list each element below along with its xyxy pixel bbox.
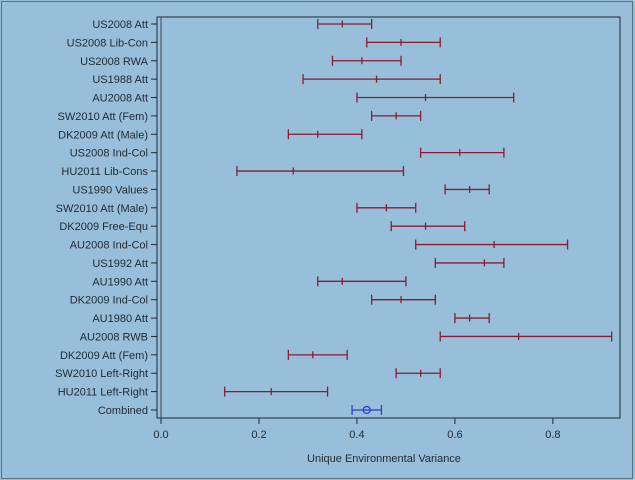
forest-row: DK2009 Free-Equ — [59, 221, 466, 233]
y-tick-label: DK2009 Ind-Col — [70, 295, 148, 307]
x-tick-label: 0.4 — [349, 429, 364, 441]
forest-row: US1988 Att — [92, 74, 441, 86]
forest-row: US2008 RWA — [80, 55, 402, 68]
forest-row: AU1990 Att — [92, 276, 407, 288]
y-tick-label: US1990 Values — [72, 184, 148, 196]
forest-row: AU2008 RWB — [80, 331, 613, 343]
forest-row: AU2008 Ind-Col — [70, 239, 569, 252]
forest-row: Combined — [98, 404, 383, 417]
forest-row: US1990 Values — [72, 184, 490, 196]
plot-area — [156, 16, 621, 419]
forest-row: HU2011 Lib-Cons — [61, 166, 405, 178]
forest-row: US2008 Lib-Con — [67, 37, 441, 49]
y-tick-label: US1988 Att — [92, 74, 148, 86]
forest-row: SW2010 Att (Male) — [56, 202, 417, 215]
forest-row: SW2010 Att (Fem) — [58, 110, 422, 123]
forest-row: AU1980 Att — [92, 313, 490, 325]
y-tick-label: HU2011 Left-Right — [58, 387, 148, 399]
forest-row: DK2009 Att (Male) — [58, 129, 363, 141]
x-tick-label: 0.8 — [545, 429, 560, 441]
y-tick-label: US1992 Att — [92, 258, 148, 270]
y-tick-label: Combined — [98, 405, 148, 417]
y-tick-label: DK2009 Free-Equ — [59, 221, 148, 233]
forest-row: SW2010 Left-Right — [55, 368, 441, 380]
y-tick-label: US2008 Lib-Con — [67, 37, 148, 49]
y-tick-label: AU2008 Ind-Col — [70, 240, 148, 252]
x-tick-label: 0.0 — [153, 429, 168, 441]
y-tick-label: AU1980 Att — [92, 313, 148, 325]
y-tick-label: DK2009 Att (Male) — [58, 129, 148, 141]
y-tick-label: US2008 Ind-Col — [70, 148, 148, 160]
forest-row: US2008 Att — [92, 19, 373, 31]
forest-row: US1992 Att — [92, 257, 505, 270]
forest-row: US2008 Ind-Col — [70, 147, 505, 160]
forest-row: HU2011 Left-Right — [58, 386, 329, 399]
y-tick-label: SW2010 Att (Male) — [56, 203, 148, 215]
forest-row: DK2009 Ind-Col — [70, 294, 436, 307]
y-tick-label: US2008 RWA — [80, 56, 149, 68]
y-tick-label: AU2008 RWB — [80, 331, 148, 343]
y-tick-label: AU2008 Att — [92, 93, 148, 105]
forest-row: DK2009 Att (Fem) — [60, 349, 348, 362]
x-axis-label: Unique Environmental Variance — [307, 453, 461, 465]
y-tick-label: SW2010 Att (Fem) — [58, 111, 148, 123]
x-tick-label: 0.6 — [447, 429, 462, 441]
forest-row: AU2008 Att — [92, 92, 515, 105]
x-tick-label: 0.2 — [251, 429, 266, 441]
y-tick-label: US2008 Att — [92, 19, 148, 31]
y-tick-label: HU2011 Lib-Cons — [61, 166, 148, 178]
y-tick-label: AU1990 Att — [92, 276, 148, 288]
y-tick-label: SW2010 Left-Right — [55, 368, 148, 380]
y-tick-label: DK2009 Att (Fem) — [60, 350, 148, 362]
point-estimate — [362, 405, 371, 415]
